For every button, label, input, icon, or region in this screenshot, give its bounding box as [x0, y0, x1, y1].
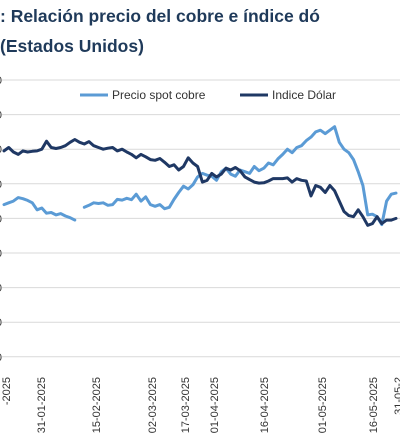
x-tick-label: 01-04-2025	[209, 377, 221, 433]
y-tick-label: 0	[0, 317, 2, 329]
x-tick-label: 31-05-2	[393, 377, 400, 415]
gridlines	[2, 79, 400, 358]
legend-label: Precio spot cobre	[112, 88, 206, 102]
x-tick-label: 17-03-2025	[180, 377, 192, 433]
y-tick-label: 0	[0, 179, 2, 191]
x-tick-label: -2025	[1, 377, 13, 405]
y-tick-label: 0	[0, 75, 2, 87]
y-tick-label: 0	[0, 283, 2, 295]
chart-title: : Relación precio del cobre e índice dó	[0, 6, 320, 26]
dollar-index-line	[2, 138, 398, 227]
x-tick-label: 31-01-2025	[36, 377, 48, 433]
y-axis-ticks: 0 0 0 0 0 0 0 0 0	[0, 75, 2, 364]
y-tick-label: 0	[0, 248, 2, 260]
x-tick-label: 16-05-2025	[368, 377, 380, 433]
x-tick-label: 02-03-2025	[147, 377, 159, 433]
x-tick-label: 15-02-2025	[91, 377, 103, 433]
copper-price-line	[82, 125, 398, 227]
x-axis-ticks: -2025 31-01-2025 15-02-2025 02-03-2025 17-03…	[1, 377, 400, 433]
y-tick-label: 0	[0, 144, 2, 156]
x-tick-label: 16-04-2025	[259, 377, 271, 433]
chart-subtitle: (Estados Unidos)	[0, 36, 144, 56]
copper-price-line	[2, 196, 77, 222]
x-tick-label: 01-05-2025	[317, 377, 329, 433]
legend-label: Indice Dólar	[272, 88, 336, 102]
y-tick-label: 0	[0, 110, 2, 122]
y-tick-label: 0	[0, 213, 2, 225]
y-tick-label: 0	[0, 352, 2, 364]
series-lines	[2, 125, 398, 227]
legend: Precio spot cobre Indice Dólar	[80, 88, 336, 102]
